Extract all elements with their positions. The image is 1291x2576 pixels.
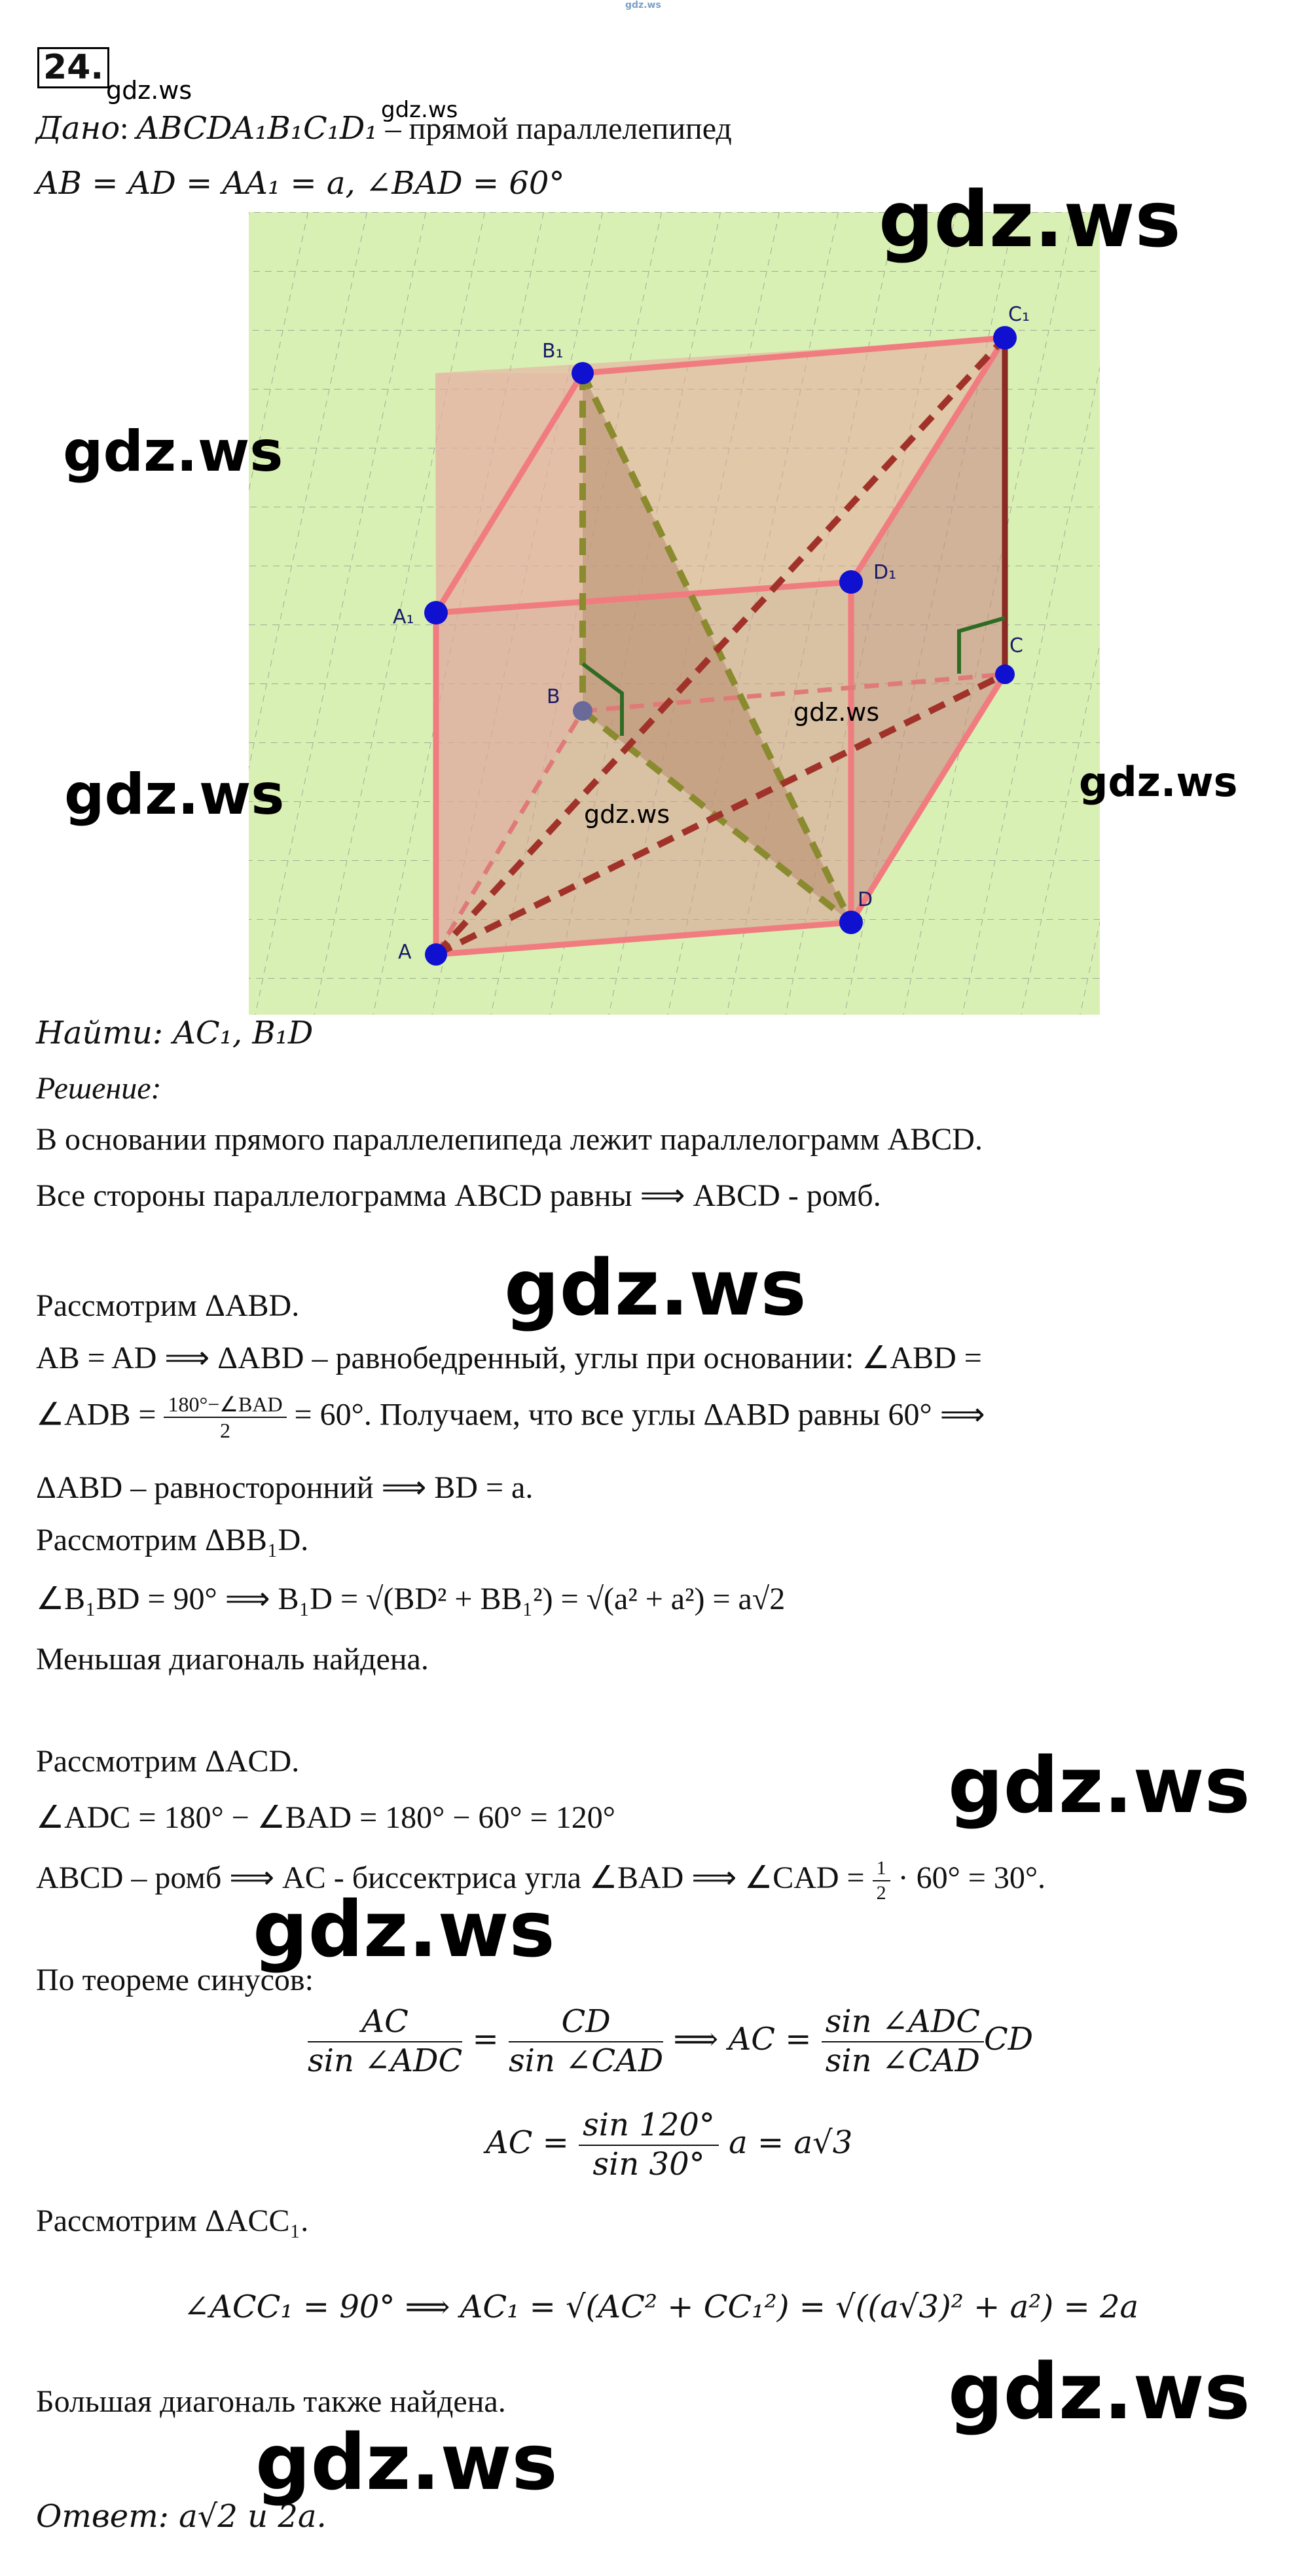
solution-line-4: AB = AD ⟹ ΔABD – равнобедренный, углы пр… <box>36 1341 982 1375</box>
diagonal-ac1 <box>433 335 1008 957</box>
watermark: gdz.ws <box>381 97 458 123</box>
figure-svg: A B C D A₁ B₁ C₁ D₁ <box>249 212 1100 1015</box>
solution-line-16: Большая диагональ также найдена. <box>36 2384 506 2419</box>
watermark: gdz.ws <box>255 2417 558 2507</box>
watermark: gdz.ws <box>793 698 880 727</box>
vertex-c <box>995 664 1015 684</box>
solution-line-6: ΔABD – равносторонний ⟹ BD = a. <box>36 1470 534 1505</box>
given-line-1: Дано: ABCDA₁B₁C₁D₁ – прямой параллелепип… <box>36 110 732 147</box>
watermark: gdz.ws <box>584 800 670 829</box>
vertex-c1 <box>993 326 1017 350</box>
given-line-2: AB = AD = AA₁ = a, ∠BAD = 60° <box>36 165 565 202</box>
find-line: Найти: AC₁, B₁D <box>36 1015 313 1053</box>
solution-line-12: ABCD – ромб ⟹ AC - биссектриса угла ∠BAD… <box>36 1857 1046 1905</box>
answer-value: : a√2 и 2a. <box>158 2498 327 2535</box>
find-items: : AC₁, B₁D <box>152 1015 314 1051</box>
answer-line: Ответ: a√2 и 2a. <box>36 2498 327 2536</box>
watermark: gdz.ws <box>948 2346 1250 2437</box>
given-label: Дано <box>36 110 120 147</box>
solution-line-11: ∠ADC = 180° − ∠BAD = 180° − 60° = 120° <box>36 1800 615 1835</box>
watermark: gdz.ws <box>879 174 1181 264</box>
given-figure-name: ABCDA₁B₁C₁D₁ <box>136 110 378 147</box>
find-label: Найти <box>36 1015 153 1051</box>
watermark: gdz.ws <box>948 1740 1250 1830</box>
watermark: gdz.ws <box>253 1884 555 1974</box>
answer-label: Ответ <box>36 2498 158 2535</box>
vertex-b1 <box>572 362 594 384</box>
solution-line-15: ∠ACC₁ = 90° ⟹ AC₁ = √(AC² + CC₁²) = √((a… <box>183 2289 1139 2325</box>
label-d1: D₁ <box>873 561 896 584</box>
vertex-a <box>425 943 447 966</box>
top-face <box>435 338 1005 613</box>
vertex-d1 <box>839 570 863 594</box>
label-a: A <box>398 941 412 964</box>
edge-a1d1 <box>433 579 854 616</box>
fraction-angle-abd: 180°−∠BAD 2 <box>164 1392 287 1443</box>
vertex-d <box>839 911 863 934</box>
solution-label: Решение: <box>36 1071 162 1106</box>
label-c: C <box>1009 634 1023 657</box>
formula-ac: AC = sin 120° sin 30° a = a√3 <box>486 2107 853 2183</box>
label-a1: A₁ <box>393 606 414 628</box>
edge-d1c1 <box>848 335 1008 585</box>
left-face <box>435 373 583 954</box>
watermark: gdz.ws <box>63 419 283 484</box>
label-b: B <box>547 685 560 708</box>
vertex-b <box>573 701 592 721</box>
edge-b1a1 <box>433 370 586 616</box>
label-d: D <box>858 888 873 911</box>
parallelepiped-figure: A B C D A₁ B₁ C₁ D₁ <box>249 212 1100 1015</box>
label-b1: B₁ <box>542 340 564 363</box>
solution-line-13: По теореме синусов: <box>36 1963 314 1997</box>
solution-line-9: Меньшая диагональ найдена. <box>36 1642 429 1677</box>
right-face <box>851 338 1005 922</box>
solution-line-2: Все стороны параллелограмма ABCD равны ⟹… <box>36 1178 881 1213</box>
right-angle-marker-c <box>957 616 1006 674</box>
label-c1: C₁ <box>1008 303 1030 326</box>
solution-line-3: Рассмотрим ΔABD. <box>36 1288 300 1323</box>
watermark: gdz.ws <box>1079 758 1238 806</box>
solution-line-5: ∠ADB = 180°−∠BAD 2 = 60°. Получаем, что в… <box>36 1392 985 1443</box>
front-face <box>436 582 851 954</box>
watermark: gdz.ws <box>504 1243 807 1333</box>
problem-number: 24. <box>37 47 110 89</box>
solution-line-7: Рассмотрим ΔBB₁D. <box>36 1523 309 1557</box>
edge-b1c1 <box>579 335 1008 376</box>
vertex-a1 <box>424 601 448 625</box>
watermark: gdz.ws <box>625 0 661 10</box>
diagonal-ac <box>434 671 1007 958</box>
solution-line-8: ∠B₁BD = 90° ⟹ B₁D = √(BD² + BB₁²) = √(a²… <box>36 1582 786 1616</box>
solution-line-1: В основании прямого параллелепипеда лежи… <box>36 1122 983 1157</box>
edge-ad <box>433 919 854 958</box>
edge-dc <box>848 671 1008 926</box>
right-angle-marker-b <box>581 662 624 736</box>
watermark: gdz.ws <box>106 76 192 105</box>
given-description: – прямой параллелепипед <box>377 111 732 146</box>
edge-ab-hidden <box>434 710 585 956</box>
solution-line-10: Рассмотрим ΔACD. <box>36 1744 300 1779</box>
solution-line-14: Рассмотрим ΔACC₁. <box>36 2204 309 2238</box>
formula-sine-law: AC sin ∠ADC = CD sin ∠CAD ⟹ AC = sin ∠ADC s… <box>308 2003 1034 2079</box>
watermark: gdz.ws <box>64 762 285 827</box>
